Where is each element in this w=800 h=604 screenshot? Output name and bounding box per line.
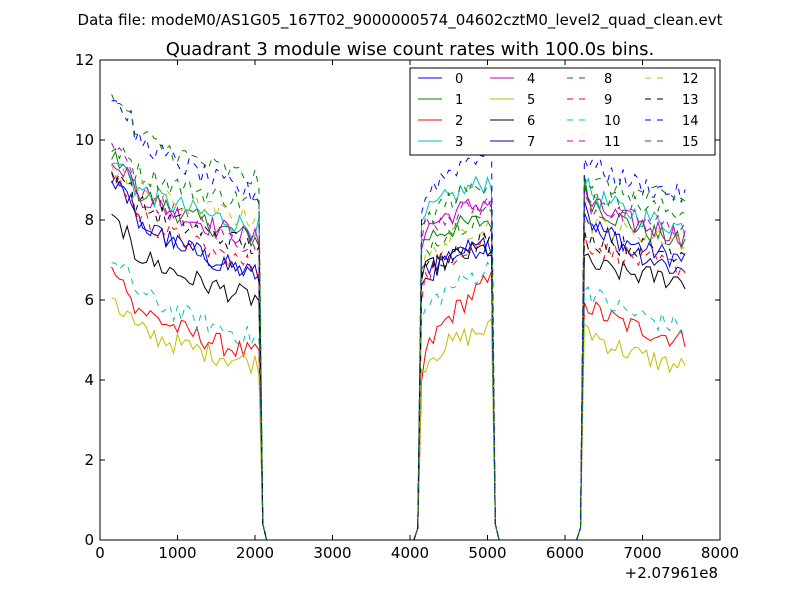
legend-label-3: 3	[455, 135, 463, 150]
legend-label-15: 15	[682, 135, 699, 150]
legend-label-12: 12	[682, 72, 699, 87]
legend-label-10: 10	[604, 114, 621, 129]
series-line-10	[111, 261, 686, 540]
x-tick-label: 6000	[546, 544, 584, 562]
y-tick-label: 10	[75, 131, 94, 149]
y-tick-label: 2	[84, 451, 94, 469]
series-line-8	[111, 147, 686, 540]
series-layer	[111, 94, 686, 540]
legend-label-5: 5	[527, 93, 535, 108]
x-offset-label: +2.07961e8	[625, 564, 718, 582]
chart-title: Quadrant 3 module wise count rates with …	[166, 39, 655, 60]
x-tick-label: 4000	[391, 544, 429, 562]
y-tick-label: 0	[84, 531, 94, 549]
y-tick-label: 12	[75, 51, 94, 69]
data-file-label: Data file: modeM0/AS1G05_167T02_90000005…	[78, 11, 723, 30]
x-tick-label: 1000	[158, 544, 196, 562]
legend-label-0: 0	[455, 72, 463, 87]
series-line-15	[111, 94, 686, 540]
y-tick-label: 4	[84, 371, 94, 389]
x-tick-label: 2000	[236, 544, 274, 562]
series-line-13	[111, 171, 686, 540]
legend-label-14: 14	[682, 114, 699, 129]
x-tick-label: 5000	[468, 544, 506, 562]
axis-ticks: 0 1000 2000 3000 4000 5000 6000 7000 80000246810…	[75, 51, 739, 562]
legend-label-9: 9	[604, 93, 612, 108]
legend-label-8: 8	[604, 72, 612, 87]
y-tick-label: 6	[84, 291, 94, 309]
legend-label-4: 4	[527, 72, 535, 87]
legend-box	[409, 67, 716, 156]
x-tick-label: 7000	[623, 544, 661, 562]
legend-label-1: 1	[455, 93, 463, 108]
y-tick-label: 8	[84, 211, 94, 229]
legend-label-7: 7	[527, 135, 535, 150]
x-tick-label: 8000	[701, 544, 739, 562]
x-tick-label: 0	[95, 544, 105, 562]
legend-label-2: 2	[455, 114, 463, 129]
x-tick-label: 3000	[313, 544, 351, 562]
legend-label-11: 11	[604, 135, 621, 150]
legend-label-13: 13	[682, 93, 699, 108]
legend-label-6: 6	[527, 114, 535, 129]
